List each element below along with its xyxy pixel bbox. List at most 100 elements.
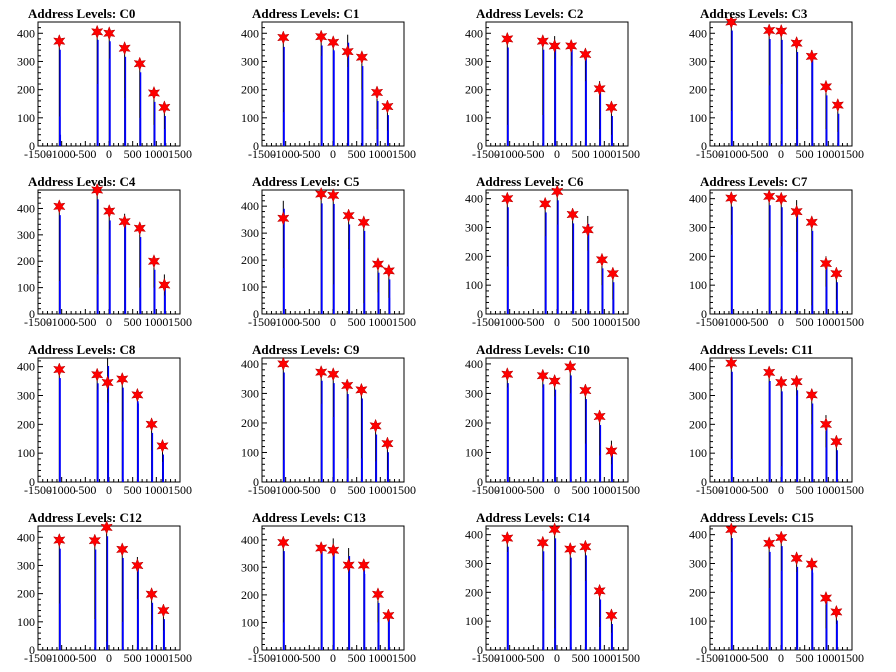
x-tick-label: -500 xyxy=(298,483,320,497)
y-tick-label: 100 xyxy=(17,615,35,629)
peak-marker xyxy=(53,33,66,49)
y-tick-label: 0 xyxy=(29,475,35,489)
peak-marker xyxy=(342,557,355,573)
x-tick-label: 0 xyxy=(778,651,784,665)
x-tick-label: -500 xyxy=(298,147,320,161)
peak-marker xyxy=(551,184,564,199)
peak-marker xyxy=(53,362,66,377)
y-tick-label: 200 xyxy=(17,587,35,601)
chart-panel: 0 100 200 300 400 -1500 -1000 -500 0 500 1000 1500 A… xyxy=(0,168,224,336)
peak-marker xyxy=(548,522,561,537)
y-tick-label: 400 xyxy=(241,533,259,547)
y-tick-label: 400 xyxy=(241,357,259,371)
peak-marker xyxy=(277,211,290,226)
x-tick-label: 1500 xyxy=(392,315,416,329)
peak-marker xyxy=(371,256,385,272)
peak-marker xyxy=(790,551,803,566)
peak-marker xyxy=(536,33,550,49)
y-tick-label: 200 xyxy=(465,416,483,430)
peak-marker xyxy=(277,535,290,550)
x-tick-label: -500 xyxy=(746,315,768,329)
chart-panel: 0 100 200 300 400 -1500 -1000 -500 0 500 1000 1500 A… xyxy=(0,504,224,672)
peak-marker xyxy=(564,359,577,375)
x-tick-label: 1000 xyxy=(368,147,392,161)
peak-marker xyxy=(88,533,102,548)
peak-marker xyxy=(327,367,340,382)
x-tick-label: 1000 xyxy=(144,483,168,497)
x-tick-label: -500 xyxy=(298,651,320,665)
chart-title: Address Levels: C5 xyxy=(252,174,360,189)
y-tick-label: 200 xyxy=(17,417,35,431)
x-tick-label: -1500 xyxy=(696,483,724,497)
y-tick-label: 100 xyxy=(241,280,259,294)
peak-marker xyxy=(133,56,147,71)
x-tick-label: 0 xyxy=(778,147,784,161)
chart-panel: 0 100 200 300 400 -1500 -1000 -500 0 500 1000 1500 A… xyxy=(448,336,672,504)
x-tick-label: 500 xyxy=(796,315,814,329)
x-tick-label: -1500 xyxy=(472,483,500,497)
x-tick-label: 1500 xyxy=(392,147,416,161)
y-tick-label: 0 xyxy=(253,139,259,153)
peak-marker xyxy=(593,81,606,96)
peak-marker xyxy=(147,85,161,101)
peak-marker xyxy=(53,532,66,548)
peak-marker xyxy=(536,368,550,383)
chart-title: Address Levels: C6 xyxy=(476,174,584,189)
peak-marker xyxy=(355,382,368,398)
peak-marker xyxy=(133,221,147,236)
y-tick-label: 200 xyxy=(689,249,707,263)
x-tick-label: -1000 xyxy=(48,483,76,497)
peak-marker xyxy=(327,188,340,203)
peak-marker xyxy=(131,387,144,403)
x-tick-label: 1500 xyxy=(616,315,640,329)
y-tick-label: 100 xyxy=(465,111,483,125)
y-tick-label: 100 xyxy=(241,615,259,629)
x-tick-label: 1000 xyxy=(144,315,168,329)
chart-title: Address Levels: C4 xyxy=(28,174,136,189)
chart-panel: 0 100 200 300 400 -1500 -1000 -500 0 500 1000 1500 A… xyxy=(224,0,448,168)
x-tick-label: -1000 xyxy=(496,483,524,497)
x-tick-label: 1500 xyxy=(840,651,864,665)
x-tick-label: 500 xyxy=(572,315,590,329)
x-tick-label: 1000 xyxy=(144,147,168,161)
peak-marker xyxy=(340,378,354,393)
x-tick-label: -1000 xyxy=(720,651,748,665)
x-tick-label: -1500 xyxy=(24,315,52,329)
peak-marker xyxy=(790,35,803,51)
x-tick-label: 1500 xyxy=(616,147,640,161)
y-tick-label: 200 xyxy=(465,585,483,599)
x-tick-label: -1000 xyxy=(720,483,748,497)
chart-panel: 0 100 200 300 400 -1500 -1000 -500 0 500 1000 1500 A… xyxy=(0,336,224,504)
x-tick-label: -1500 xyxy=(696,147,724,161)
peak-marker xyxy=(342,208,355,223)
x-tick-label: 1000 xyxy=(592,483,616,497)
x-tick-label: -1500 xyxy=(472,315,500,329)
chart-panel: 0 100 200 300 400 -1500 -1000 -500 0 500 1000 1500 A… xyxy=(672,336,896,504)
x-tick-label: -1000 xyxy=(48,147,76,161)
peak-marker xyxy=(830,434,843,449)
peak-marker xyxy=(762,536,776,551)
peak-marker xyxy=(341,44,354,59)
chart-svg: 0 100 200 300 400 -1500-1000-500 0 500 1000 1500 xyxy=(689,14,864,161)
chart-svg: 0 100 200 300 400 -1500-1000-500 0 500 1000 1500 xyxy=(241,21,416,161)
x-tick-label: -500 xyxy=(746,147,768,161)
peak-marker xyxy=(566,207,579,222)
chart-svg: 0 100 200 300 400 -1500-1000-500 0 500 1000 1500 xyxy=(241,356,416,497)
peak-marker xyxy=(355,50,369,65)
peak-marker xyxy=(606,266,620,281)
peak-marker xyxy=(327,35,340,50)
chart-svg: 0 100 200 300 400 -1500-1000-500 0 500 1000 1500 xyxy=(465,184,640,329)
chart-svg: 0 100 200 300 400 -1500-1000-500 0 500 1000 1500 xyxy=(241,186,416,329)
x-tick-label: -1000 xyxy=(48,315,76,329)
y-tick-label: 300 xyxy=(689,388,707,402)
y-tick-label: 400 xyxy=(465,357,483,371)
x-tick-label: 0 xyxy=(330,651,336,665)
peak-marker xyxy=(314,540,328,556)
y-tick-label: 200 xyxy=(689,417,707,431)
peak-marker xyxy=(762,365,776,380)
peak-marker xyxy=(314,186,328,202)
chart-svg: 0 100 200 300 400 -1500-1000-500 0 500 1000 1500 xyxy=(689,522,864,665)
chart-panel: 0 100 200 300 400 -1500 -1000 -500 0 500 1000 1500 A… xyxy=(448,168,672,336)
x-tick-label: 500 xyxy=(796,147,814,161)
x-tick-label: -500 xyxy=(522,147,544,161)
